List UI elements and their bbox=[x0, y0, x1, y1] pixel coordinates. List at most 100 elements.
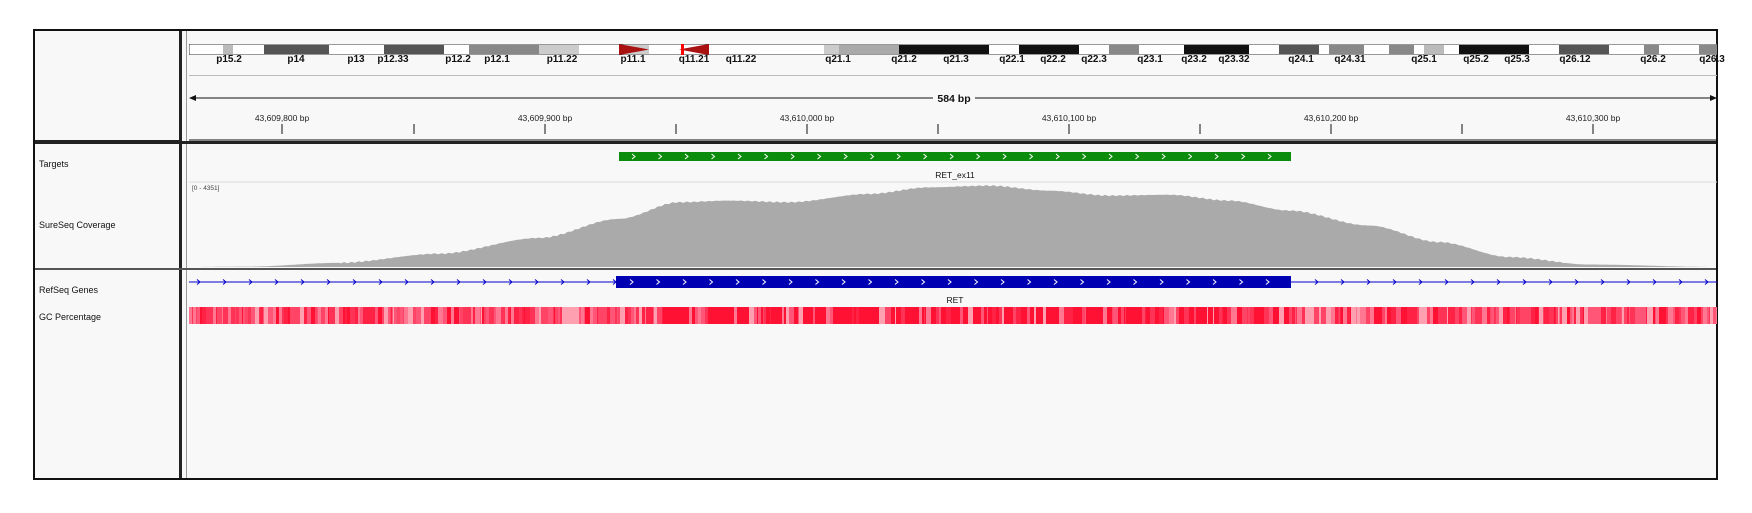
gc-stripe bbox=[1179, 307, 1184, 324]
gc-stripe bbox=[784, 307, 785, 324]
intron-arrow-icon bbox=[1704, 279, 1709, 285]
gc-stripe bbox=[728, 307, 730, 324]
gc-stripe bbox=[1203, 307, 1207, 324]
ideogram-band bbox=[264, 45, 329, 54]
gc-stripe bbox=[501, 307, 502, 324]
gc-stripe bbox=[1554, 307, 1555, 324]
name-panel-divider[interactable] bbox=[179, 31, 182, 478]
gc-stripe bbox=[1159, 307, 1163, 324]
gc-stripe bbox=[413, 307, 416, 324]
gc-stripe bbox=[1370, 307, 1374, 324]
gc-stripe bbox=[1562, 307, 1567, 324]
gc-stripe bbox=[1453, 307, 1455, 324]
ideogram-band-label: q26.12 bbox=[1559, 54, 1591, 65]
gc-stripe bbox=[428, 307, 431, 324]
gc-stripe bbox=[1236, 307, 1237, 324]
ideogram-band-label: q22.3 bbox=[1081, 54, 1107, 65]
track-name-gc[interactable]: GC Percentage bbox=[39, 312, 102, 322]
gc-stripe bbox=[604, 307, 607, 324]
gc-stripe bbox=[1030, 307, 1034, 324]
gc-stripe bbox=[1619, 307, 1621, 324]
gc-stripe bbox=[682, 307, 686, 324]
gc-stripe bbox=[1510, 307, 1515, 324]
gc-stripe bbox=[388, 307, 390, 324]
coverage-histogram[interactable] bbox=[189, 185, 1717, 267]
gc-stripe bbox=[1174, 307, 1176, 324]
gc-stripe bbox=[1305, 307, 1310, 324]
gc-stripe bbox=[875, 307, 879, 324]
gc-stripe bbox=[600, 307, 604, 324]
gc-stripe bbox=[1629, 307, 1630, 324]
gc-stripe bbox=[1459, 307, 1462, 324]
gc-stripe bbox=[367, 307, 368, 324]
gc-stripe bbox=[1288, 307, 1289, 324]
gc-stripe bbox=[202, 307, 206, 324]
gc-stripe bbox=[809, 307, 813, 324]
gc-stripe bbox=[1471, 307, 1472, 324]
track-name-targets[interactable]: Targets bbox=[39, 159, 69, 169]
intron-arrow-icon bbox=[1496, 279, 1501, 285]
gc-stripe bbox=[1146, 307, 1150, 324]
gc-stripe bbox=[451, 307, 454, 324]
target-feature-ret-ex11[interactable] bbox=[619, 152, 1291, 161]
ideogram-band-label: q23.2 bbox=[1181, 54, 1207, 65]
gc-stripe bbox=[307, 307, 309, 324]
current-locus-marker[interactable] bbox=[681, 44, 684, 55]
chromosome-ideogram[interactable] bbox=[189, 44, 1717, 55]
gc-stripe bbox=[785, 307, 786, 324]
gc-stripe bbox=[854, 307, 855, 324]
gc-stripe bbox=[390, 307, 391, 324]
gc-stripe bbox=[1535, 307, 1538, 324]
gc-stripe bbox=[1184, 307, 1189, 324]
gc-stripe bbox=[694, 307, 695, 324]
gc-stripe bbox=[360, 307, 361, 324]
strand-chevron-icon bbox=[1053, 279, 1058, 285]
gc-stripe bbox=[1190, 307, 1194, 324]
strand-chevron-icon bbox=[896, 153, 901, 160]
ideogram-band-label: q11.22 bbox=[725, 54, 757, 65]
track-name-coverage[interactable]: SureSeq Coverage bbox=[39, 220, 116, 230]
gc-stripe bbox=[321, 307, 322, 324]
gc-stripe bbox=[454, 307, 459, 324]
ruler[interactable]: 584 bp bbox=[189, 88, 1717, 148]
gc-stripe bbox=[1359, 307, 1360, 324]
ideogram-band-label: q25.2 bbox=[1463, 54, 1489, 65]
gc-stripe bbox=[1406, 307, 1407, 324]
strand-chevron-icon bbox=[1239, 279, 1244, 285]
ideogram-band-label: p15.2 bbox=[216, 54, 242, 65]
gc-stripe bbox=[489, 307, 494, 324]
gc-stripe bbox=[1155, 307, 1156, 324]
gc-stripe bbox=[1601, 307, 1603, 324]
ruler-tick-label: 43,609,800 bp bbox=[254, 113, 310, 123]
gc-stripe bbox=[1430, 307, 1433, 324]
gc-stripe bbox=[328, 307, 329, 324]
gc-stripe bbox=[284, 307, 288, 324]
gc-stripe bbox=[514, 307, 519, 324]
strand-chevron-icon bbox=[790, 153, 795, 160]
gc-stripe bbox=[403, 307, 404, 324]
data-panel[interactable]: RET_ex11 [0 - 4351] RET bbox=[189, 148, 1717, 328]
strand-chevron-icon bbox=[682, 279, 687, 285]
intron-arrow-icon bbox=[456, 279, 461, 285]
refseq-exon-ret[interactable] bbox=[616, 276, 1291, 288]
intron-arrow-icon bbox=[430, 279, 435, 285]
gc-stripe bbox=[754, 307, 757, 324]
gc-stripe bbox=[1558, 307, 1559, 324]
gc-stripe bbox=[560, 307, 562, 324]
gc-percentage-track[interactable] bbox=[189, 307, 1717, 324]
strand-chevron-icon bbox=[1000, 279, 1005, 285]
gc-stripe bbox=[1709, 307, 1710, 324]
gc-stripe bbox=[228, 307, 231, 324]
track-name-refseq[interactable]: RefSeq Genes bbox=[39, 285, 99, 295]
gc-stripe bbox=[1650, 307, 1653, 324]
gc-stripe bbox=[766, 307, 768, 324]
targets-track[interactable] bbox=[619, 152, 1291, 161]
gc-stripe bbox=[1633, 307, 1635, 324]
strand-chevron-icon bbox=[949, 153, 954, 160]
gc-stripe bbox=[343, 307, 345, 324]
gc-stripe bbox=[1126, 307, 1129, 324]
gc-stripe bbox=[1273, 307, 1275, 324]
strand-chevron-icon bbox=[1188, 153, 1193, 160]
gc-stripe bbox=[273, 307, 276, 324]
ideogram-band bbox=[1424, 45, 1444, 54]
